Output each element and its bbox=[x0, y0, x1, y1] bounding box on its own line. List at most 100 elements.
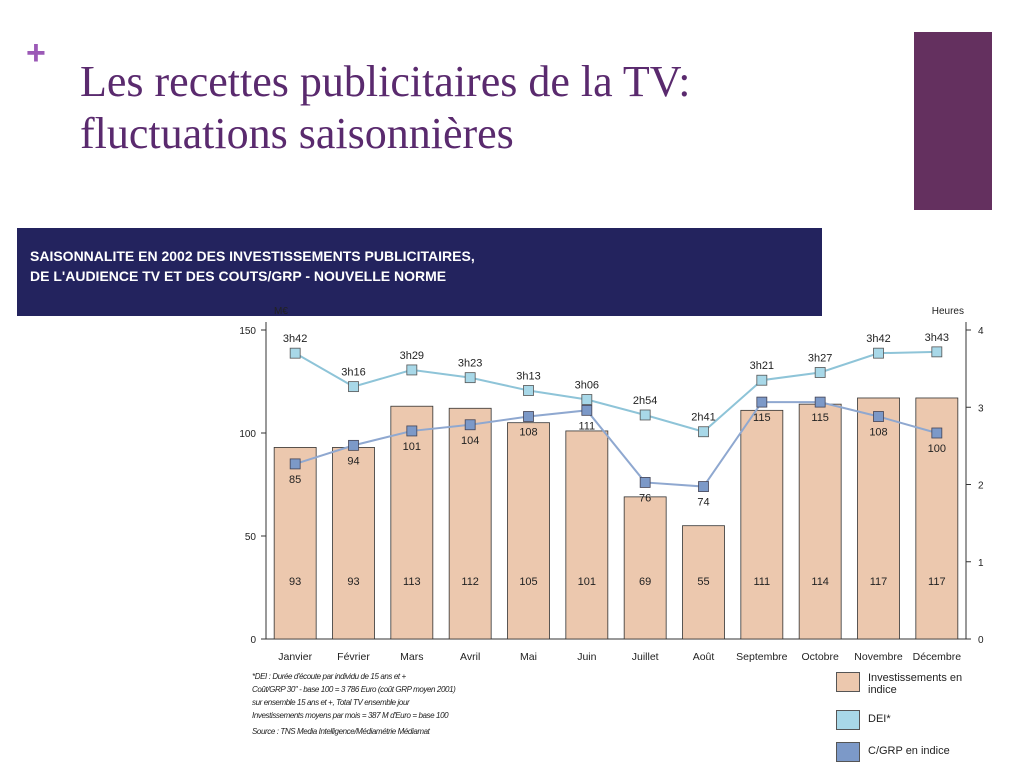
bar bbox=[857, 397, 900, 640]
dei-value-label: 2h54 bbox=[633, 395, 657, 407]
dei-point bbox=[639, 409, 651, 421]
x-tick-label: Octobre bbox=[801, 651, 839, 663]
legend-item-cgrp: C/GRP en indice bbox=[836, 742, 978, 762]
left-tick-label: 50 bbox=[245, 532, 257, 543]
bar-value-label: 111 bbox=[753, 576, 770, 588]
left-tick-label: 0 bbox=[250, 635, 256, 646]
right-tick-label: 1 bbox=[978, 558, 984, 569]
dei-value-label: 3h29 bbox=[400, 350, 424, 362]
dei-line bbox=[294, 350, 937, 433]
right-tick-label: 2 bbox=[978, 481, 984, 492]
x-tick-label: Décembre bbox=[913, 651, 962, 663]
x-tick-label: Août bbox=[693, 651, 715, 663]
cgrp-point bbox=[814, 396, 826, 408]
dei-value-label: 2h41 bbox=[691, 412, 715, 424]
x-tick-label: Février bbox=[337, 651, 370, 663]
dei-value-label: 3h42 bbox=[283, 333, 307, 345]
dei-point bbox=[464, 372, 476, 384]
cgrp-value-label: 104 bbox=[461, 435, 479, 447]
plus-bullet-icon: + bbox=[26, 34, 46, 72]
legend-item-dei: DEI* bbox=[836, 710, 978, 730]
bar-value-label: 112 bbox=[461, 576, 479, 588]
bar-value-label: 93 bbox=[347, 576, 359, 588]
dei-point bbox=[581, 394, 593, 405]
dei-point bbox=[406, 364, 418, 376]
legend-swatch-dei bbox=[836, 710, 860, 730]
legend-label: DEI* bbox=[868, 713, 891, 725]
dei-point bbox=[873, 347, 884, 359]
cgrp-value-label: 74 bbox=[697, 497, 709, 509]
bar bbox=[448, 407, 492, 640]
bar-value-label: 105 bbox=[519, 576, 537, 588]
banner-line-2: DE L'AUDIENCE TV ET DES COUTS/GRP - NOUV… bbox=[30, 268, 447, 284]
left-tick-label: 150 bbox=[239, 326, 256, 337]
dei-point bbox=[289, 347, 301, 359]
accent-bar bbox=[914, 32, 992, 210]
slide-title: Les recettes publicitaires de la TV: flu… bbox=[80, 57, 691, 158]
cgrp-point bbox=[464, 419, 476, 431]
bar bbox=[332, 447, 375, 640]
cgrp-value-label: 94 bbox=[347, 455, 359, 467]
cgrp-value-label: 85 bbox=[289, 474, 301, 486]
dei-value-label: 3h16 bbox=[341, 367, 365, 379]
bar-value-label: 113 bbox=[403, 576, 421, 588]
banner-line-1: SAISONNALITE EN 2002 DES INVESTISSEMENTS… bbox=[30, 248, 475, 264]
right-tick-label: 3 bbox=[978, 403, 984, 414]
dei-value-label: 3h27 bbox=[808, 352, 832, 364]
bar bbox=[565, 430, 609, 640]
cgrp-value-label: 101 bbox=[403, 441, 421, 453]
seasonality-chart: M€ Heures 0 50 100 150 0 1 2 3 4 93 93 113 112 105 101 69… bbox=[239, 306, 984, 663]
right-tick-label: 4 bbox=[978, 326, 984, 337]
x-tick-label: Mai bbox=[520, 651, 537, 663]
bar bbox=[682, 525, 725, 640]
bar bbox=[507, 422, 550, 640]
bar-value-label: 117 bbox=[928, 576, 946, 588]
cgrp-value-label: 115 bbox=[753, 412, 771, 424]
legend-swatch-cgrp bbox=[836, 742, 860, 762]
dei-point bbox=[523, 385, 534, 396]
cgrp-value-label: 108 bbox=[869, 427, 887, 439]
cgrp-value-label: 100 bbox=[928, 443, 946, 455]
note-line: Investissements moyens par mois = 387 M … bbox=[252, 711, 449, 720]
cgrp-point bbox=[348, 439, 359, 451]
left-tick-label: 100 bbox=[239, 429, 256, 440]
dei-value-label: 3h42 bbox=[866, 333, 890, 345]
cgrp-point bbox=[406, 425, 418, 437]
legend-item-investissements: Investissements en indice bbox=[836, 672, 978, 696]
x-tick-label: Juillet bbox=[632, 651, 659, 663]
x-tick-label: Mars bbox=[400, 651, 423, 663]
bar bbox=[740, 409, 784, 640]
dei-value-label: 3h13 bbox=[516, 370, 540, 382]
cgrp-value-label: 111 bbox=[578, 420, 595, 432]
dei-value-label: 3h21 bbox=[750, 360, 774, 372]
bar-value-label: 69 bbox=[639, 576, 651, 588]
dei-point bbox=[756, 374, 768, 386]
left-axis-unit: M€ bbox=[274, 306, 288, 317]
legend-label: Investissements en indice bbox=[868, 672, 963, 696]
bar-value-label: 114 bbox=[811, 576, 829, 588]
dei-point bbox=[814, 367, 826, 378]
cgrp-point bbox=[289, 458, 301, 470]
dei-point bbox=[931, 346, 943, 358]
bar bbox=[623, 496, 667, 640]
cgrp-value-label: 76 bbox=[639, 492, 651, 504]
x-tick-label: Septembre bbox=[736, 651, 788, 663]
chart-banner: SAISONNALITE EN 2002 DES INVESTISSEMENTS… bbox=[17, 228, 822, 316]
cgrp-point bbox=[698, 481, 709, 492]
bar bbox=[798, 403, 842, 640]
bar bbox=[273, 447, 317, 640]
cgrp-point bbox=[931, 427, 943, 439]
cgrp-point bbox=[523, 411, 534, 422]
dei-point bbox=[698, 426, 709, 438]
x-tick-label: Avril bbox=[460, 651, 480, 663]
chart-source: Source : TNS Media Intelligence/Médiamét… bbox=[252, 727, 430, 736]
note-line: sur ensemble 15 ans et +, Total TV ensem… bbox=[252, 698, 410, 707]
bar-value-label: 93 bbox=[289, 576, 301, 588]
cgrp-value-label: 115 bbox=[811, 412, 829, 424]
bar-value-label: 101 bbox=[578, 576, 596, 588]
x-tick-label: Juin bbox=[577, 651, 596, 663]
bar bbox=[390, 405, 434, 640]
note-line: *DEI : Durée d'écoute par individu de 15… bbox=[252, 672, 406, 681]
chart-notes: *DEI : Durée d'écoute par individu de 15… bbox=[252, 670, 552, 722]
cgrp-point bbox=[873, 411, 884, 422]
